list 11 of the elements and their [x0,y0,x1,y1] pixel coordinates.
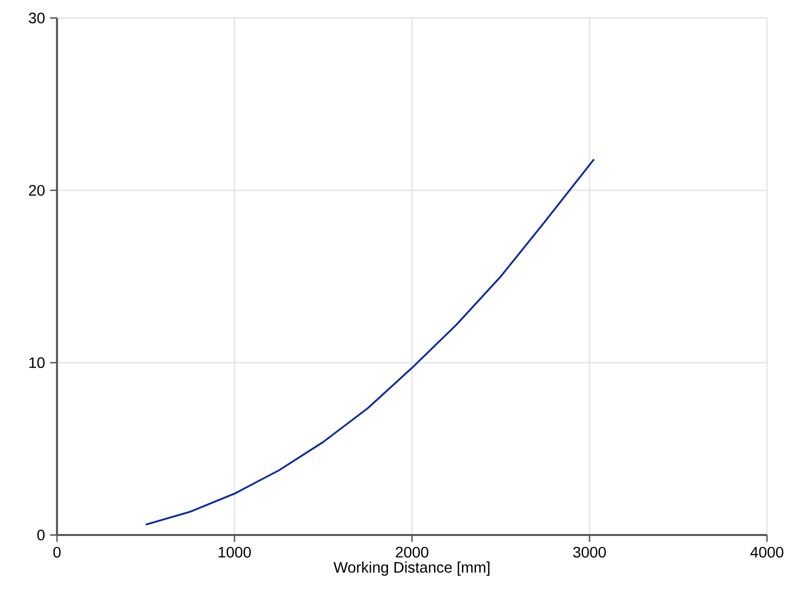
y-tick-label: 10 [29,357,45,368]
y-tick-label: 30 [28,12,45,24]
y-tick-label: 0 [37,530,45,540]
x-tick-label: 2000 [396,546,428,558]
line-series [144,158,595,526]
x-tick-label: 3000 [573,546,606,558]
x-axis-title: Working Distance [mm] [334,562,490,576]
x-tick-label: 4000 [750,546,784,558]
x-tick-label: 0 [53,546,61,558]
x-tick-label: 1000 [218,546,251,558]
y-tick-label: 20 [29,184,45,196]
